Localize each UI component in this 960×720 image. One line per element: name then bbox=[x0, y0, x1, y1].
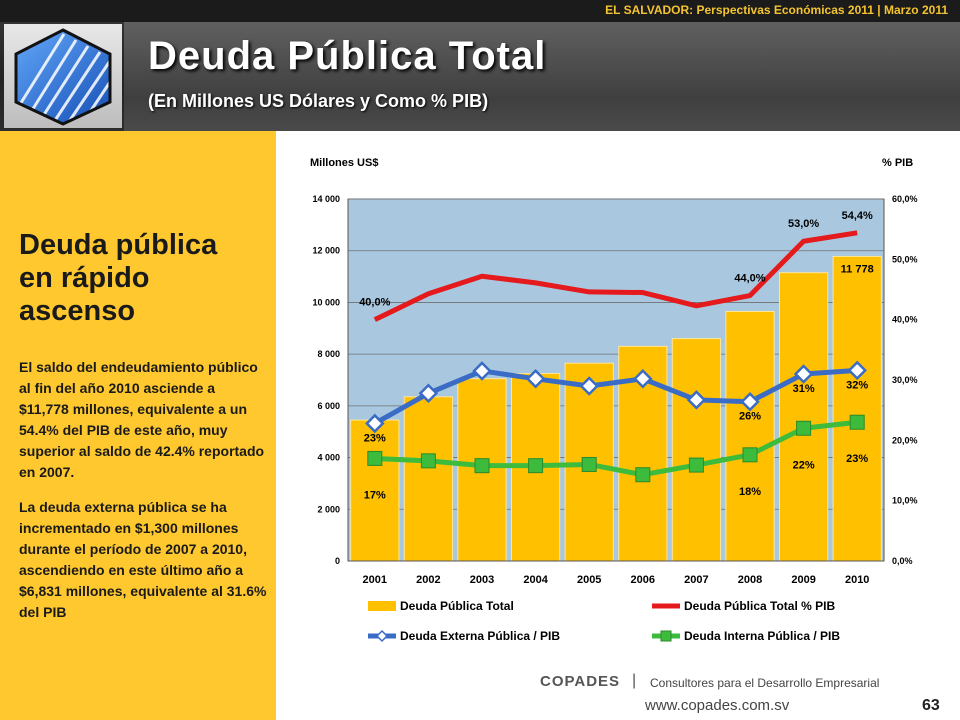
summary-heading: Deuda pública en rápido ascenso bbox=[19, 229, 218, 327]
legend-label: Deuda Interna Pública / PIB bbox=[684, 629, 840, 643]
left-tick-label: 14 000 bbox=[312, 194, 340, 204]
debt-chart: Millones US$ % PIB 11 778 40,0% 44,0% 53,0… bbox=[310, 157, 918, 643]
external-debt-point bbox=[686, 390, 707, 410]
legend-swatch-bar bbox=[368, 601, 396, 611]
footer-separator: | bbox=[632, 672, 637, 689]
legend-label: Deuda Pública Total bbox=[400, 599, 514, 613]
external-debt-point bbox=[472, 361, 492, 381]
right-tick-label: 0,0% bbox=[892, 556, 913, 566]
internal-debt-point bbox=[474, 458, 490, 474]
summary-paragraph-2: La deuda externa pública se ha increment… bbox=[19, 499, 267, 620]
line-data-label: 40,0% bbox=[359, 297, 390, 309]
right-tick-label: 10,0% bbox=[892, 496, 918, 506]
line-data-label: 23% bbox=[364, 432, 386, 444]
external-debt-point bbox=[525, 369, 546, 389]
x-tick-label: 2008 bbox=[738, 574, 762, 586]
legend-label: Deuda Externa Pública / PIB bbox=[400, 629, 560, 643]
right-tick-label: 30,0% bbox=[892, 375, 918, 385]
line-data-label: 54,4% bbox=[842, 210, 873, 222]
bar-2002 bbox=[403, 396, 454, 562]
x-tick-label: 2006 bbox=[631, 574, 655, 586]
right-axis-label: % PIB bbox=[882, 157, 913, 169]
x-tick-label: 2005 bbox=[577, 574, 601, 586]
internal-debt-point bbox=[688, 457, 704, 473]
internal-debt-point bbox=[528, 458, 544, 474]
top-caption: EL SALVADOR: Perspectivas Económicas 201… bbox=[605, 3, 948, 17]
page-number: 63 bbox=[922, 697, 940, 714]
footer-description: Consultores para el Desarrollo Empresari… bbox=[650, 676, 880, 690]
right-tick-label: 60,0% bbox=[892, 194, 918, 204]
bar-2009 bbox=[778, 272, 829, 562]
left-tick-label: 0 bbox=[335, 556, 340, 566]
internal-debt-point bbox=[796, 420, 812, 436]
legend-marker bbox=[660, 630, 672, 642]
line-series-2 bbox=[373, 367, 858, 426]
line-series-1 bbox=[373, 230, 858, 322]
summary-paragraph-1: El saldo del endeudamiento público al fi… bbox=[19, 359, 265, 480]
footer-company: COPADES bbox=[540, 673, 621, 690]
right-tick-label: 50,0% bbox=[892, 254, 918, 264]
left-tick-label: 2 000 bbox=[317, 504, 340, 514]
external-debt-point bbox=[633, 369, 653, 389]
top-caption-bar: EL SALVADOR: Perspectivas Económicas 201… bbox=[0, 0, 960, 22]
title-band bbox=[124, 22, 960, 131]
internal-debt-point bbox=[367, 450, 383, 466]
legend-label: Deuda Pública Total % PIB bbox=[684, 599, 835, 613]
bar-2010 bbox=[832, 255, 882, 562]
page-subtitle: (En Millones US Dólares y Como % PIB) bbox=[148, 91, 489, 111]
x-tick-label: 2004 bbox=[523, 574, 548, 586]
external-debt-point bbox=[847, 360, 867, 381]
right-tick-label: 20,0% bbox=[892, 435, 918, 445]
left-tick-label: 10 000 bbox=[312, 297, 340, 307]
external-debt-point bbox=[740, 391, 760, 412]
internal-debt-point bbox=[742, 447, 758, 463]
left-tick-label: 6 000 bbox=[317, 401, 340, 411]
page-title: Deuda Pública Total bbox=[148, 34, 547, 78]
line-data-label: 18% bbox=[739, 486, 761, 498]
bar-2007 bbox=[671, 338, 722, 562]
external-debt-point bbox=[579, 376, 599, 396]
bar-data-label: 11 778 bbox=[841, 263, 874, 275]
line-data-label: 22% bbox=[793, 459, 815, 471]
internal-debt-point bbox=[420, 453, 436, 469]
legend-marker bbox=[375, 629, 389, 643]
internal-debt-point bbox=[635, 467, 651, 483]
internal-debt-point bbox=[849, 414, 865, 430]
footer-url[interactable]: www.copades.com.sv bbox=[645, 697, 790, 714]
internal-debt-point bbox=[581, 456, 597, 472]
x-tick-label: 2002 bbox=[416, 574, 440, 586]
line-data-label: 31% bbox=[793, 383, 815, 395]
external-debt-point bbox=[793, 364, 814, 384]
bar-2008 bbox=[725, 310, 775, 562]
left-tick-label: 8 000 bbox=[317, 349, 340, 359]
hexagon-logo-icon bbox=[14, 28, 112, 126]
x-tick-label: 2003 bbox=[470, 574, 494, 586]
summary-panel: Deuda pública en rápido ascenso El saldo… bbox=[0, 131, 276, 720]
bar-2001 bbox=[350, 419, 400, 562]
line-data-label: 17% bbox=[364, 489, 386, 501]
header-bar: EL SALVADOR: Perspectivas Económicas 201… bbox=[0, 0, 960, 131]
external-debt-point bbox=[418, 383, 439, 404]
line-data-label: 26% bbox=[739, 411, 761, 423]
x-tick-label: 2001 bbox=[363, 574, 387, 586]
right-tick-label: 40,0% bbox=[892, 315, 918, 325]
left-tick-label: 12 000 bbox=[312, 246, 340, 256]
x-tick-label: 2009 bbox=[791, 574, 815, 586]
x-tick-label: 2010 bbox=[845, 574, 869, 586]
line-data-label: 32% bbox=[846, 379, 868, 391]
line-data-label: 53,0% bbox=[788, 218, 819, 230]
line-series-3 bbox=[374, 419, 858, 478]
x-tick-label: 2007 bbox=[684, 574, 708, 586]
external-debt-point bbox=[365, 413, 385, 434]
line-data-label: 23% bbox=[846, 453, 868, 465]
line-data-label: 44,0% bbox=[734, 273, 765, 285]
left-axis-label: Millones US$ bbox=[310, 157, 378, 169]
logo-panel bbox=[4, 24, 122, 128]
left-tick-label: 4 000 bbox=[317, 453, 340, 463]
